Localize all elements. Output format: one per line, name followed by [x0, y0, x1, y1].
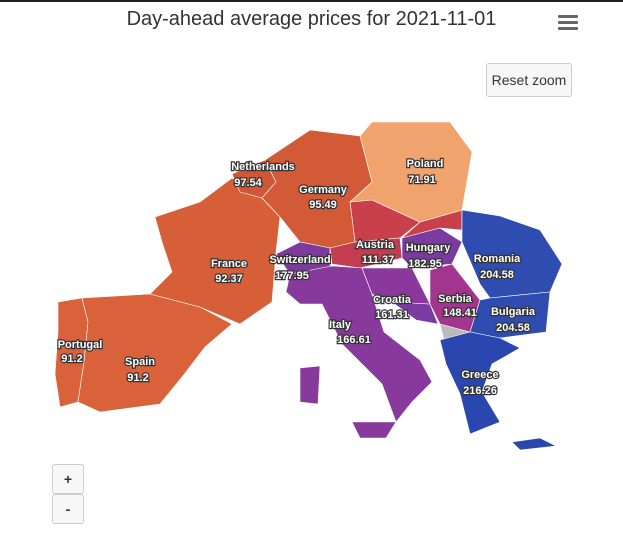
region-value: 92.37: [215, 273, 243, 285]
region-shape: [361, 267, 431, 305]
region-name: Greece: [461, 369, 498, 381]
unlabeled-regions: [349, 199, 471, 343]
region-name: Croatia: [373, 294, 412, 306]
region-value: 97.54: [234, 177, 262, 189]
region-value: 91.2: [61, 353, 82, 365]
region-value: 91.2: [127, 372, 148, 384]
region-name: Bulgaria: [491, 306, 536, 318]
map-title: Day-ahead average prices for 2021-11-01: [126, 8, 497, 30]
menu-button[interactable]: [558, 15, 578, 33]
region-value: 204.58: [480, 269, 514, 281]
region-shape: [461, 209, 563, 299]
region-shape: [349, 121, 473, 223]
region-value: 95.49: [309, 199, 337, 211]
region-value: 166.61: [337, 334, 371, 346]
region-value: 182.95: [408, 258, 442, 270]
region-name: Spain: [125, 356, 155, 368]
region-name: Hungary: [406, 242, 452, 254]
region-shape: [439, 331, 521, 435]
region-name: Serbia: [438, 293, 473, 305]
region-name: Poland: [407, 158, 444, 170]
region-value: 148.41: [443, 307, 477, 319]
region-shape: [511, 437, 558, 451]
reset-zoom-button[interactable]: Reset zoom: [486, 63, 572, 97]
region-name: Germany: [299, 184, 348, 196]
region-name: Portugal: [58, 339, 103, 351]
region-shape: [351, 421, 397, 439]
region-shape: [275, 241, 331, 275]
zoom-in-button[interactable]: +: [52, 464, 84, 494]
region-value: 216.26: [463, 385, 497, 397]
region-name: Romania: [474, 253, 521, 265]
region-shape: [299, 365, 321, 405]
region-value: 71.91: [408, 174, 436, 186]
region-name: France: [211, 258, 247, 270]
region-name: Italy: [329, 319, 352, 331]
region-value: 177.95: [275, 270, 309, 282]
region-value: 204.58: [496, 322, 530, 334]
region-value: 111.37: [362, 254, 394, 266]
region-name: Austria: [356, 239, 395, 251]
zoom-out-button[interactable]: -: [52, 494, 84, 524]
region-shape: [77, 293, 233, 413]
region-name: Switzerland: [269, 254, 330, 266]
region-name: Netherlands: [231, 161, 295, 173]
region-shape: [149, 177, 281, 325]
region-value: 161.31: [375, 309, 409, 321]
